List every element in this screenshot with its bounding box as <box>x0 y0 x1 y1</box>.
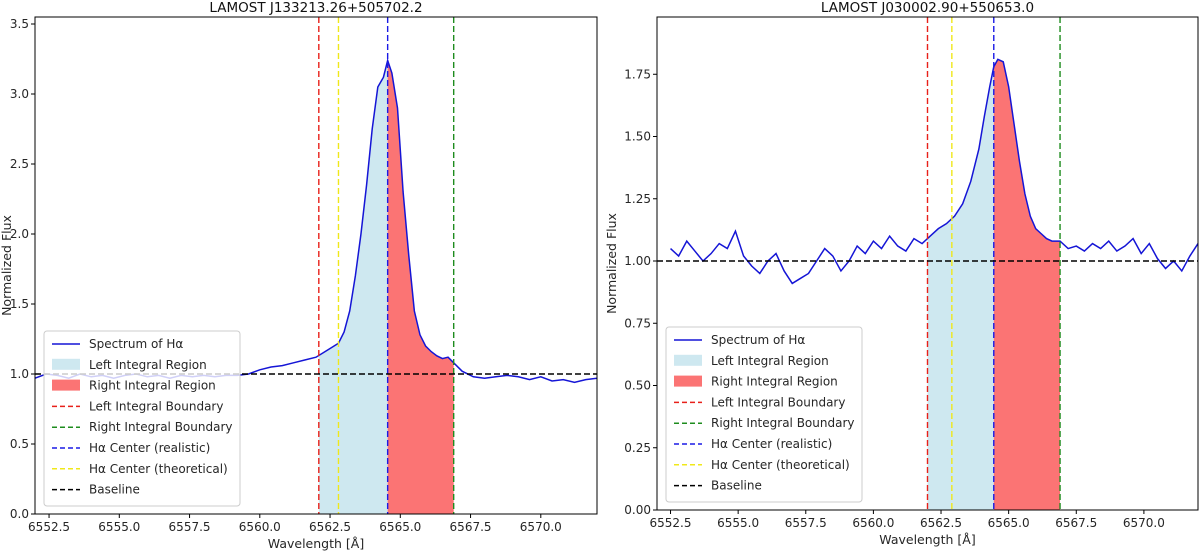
x-tick-label: 6567.5 <box>450 520 492 534</box>
legend: Spectrum of Hα Left Integral Region Right … <box>665 326 863 503</box>
left-integral-region <box>927 66 994 510</box>
legend-label: Right Integral Boundary <box>711 416 855 430</box>
legend-label: Baseline <box>711 479 762 493</box>
y-tick-label: 1.25 <box>624 192 651 206</box>
left-integral-region <box>318 60 388 514</box>
x-tick-label: 6562.5 <box>920 516 962 530</box>
x-tick-label: 6552.5 <box>28 520 70 534</box>
chart-title: LAMOST J030002.90+550653.0 <box>821 0 1034 16</box>
legend: Spectrum of Hα Left Integral Region Right … <box>43 330 241 507</box>
y-tick-label: 1.0 <box>10 367 29 381</box>
x-axis-title: Wavelength [Å] <box>268 536 364 551</box>
right-integral-region <box>993 59 1061 510</box>
y-axis-title: Normalized Flux <box>604 213 619 314</box>
y-tick-label: 1.75 <box>624 67 651 81</box>
legend-label: Left Integral Boundary <box>711 395 845 409</box>
plot-area <box>35 17 597 514</box>
legend-label: Left Integral Boundary <box>89 399 223 413</box>
y-tick-label: 1.5 <box>10 297 29 311</box>
legend-box <box>665 326 863 503</box>
y-axis-title: Normalized Flux <box>0 215 14 316</box>
y-tick-label: 3.5 <box>10 17 29 31</box>
x-tick-label: 6565.0 <box>379 520 421 534</box>
y-tick-label: 3.0 <box>10 87 29 101</box>
legend-swatch <box>674 375 702 387</box>
axes-frame <box>656 16 1199 511</box>
legend-label: Hα Center (theoretical) <box>89 462 228 476</box>
x-tick-label: 6555.0 <box>98 520 140 534</box>
legend-label: Hα Center (theoretical) <box>711 458 850 472</box>
legend-label: Spectrum of Hα <box>89 337 183 351</box>
chart-panel-2: 6552.5 6555.0 6557.5 6560.0 6562.5 6565.0 6567… <box>604 0 1199 547</box>
y-tick-label: 0.5 <box>10 437 29 451</box>
y-tick-label: 2.5 <box>10 157 29 171</box>
legend-label: Left Integral Region <box>711 354 829 368</box>
axes-frame <box>34 16 598 515</box>
x-tick-label: 6562.5 <box>309 520 351 534</box>
y-tick-label: 1.50 <box>624 130 651 144</box>
y-tick-label: 0.00 <box>624 503 651 517</box>
plot-area <box>657 17 1198 510</box>
legend-label: Left Integral Region <box>89 358 207 372</box>
legend-swatch <box>52 379 80 391</box>
legend-box <box>43 330 241 507</box>
y-tick-label: 0.50 <box>624 379 651 393</box>
legend-label: Hα Center (realistic) <box>89 441 210 455</box>
y-tick-label: 0.0 <box>10 507 29 521</box>
chart-panel-1: 6552.5 6555.0 6557.5 6560.0 6562.5 6565.0 6567… <box>0 0 598 551</box>
y-tick-label: 2.0 <box>10 227 29 241</box>
x-tick-label: 6570.0 <box>1123 516 1165 530</box>
legend-swatch <box>52 358 80 370</box>
x-tick-label: 6560.0 <box>239 520 281 534</box>
x-tick-label: 6552.5 <box>650 516 692 530</box>
x-tick-label: 6557.5 <box>169 520 211 534</box>
chart-title: LAMOST J133213.26+505702.2 <box>209 0 422 16</box>
x-tick-label: 6557.5 <box>785 516 827 530</box>
x-tick-label: 6555.0 <box>717 516 759 530</box>
legend-label: Right Integral Boundary <box>89 420 233 434</box>
x-tick-label: 6560.0 <box>852 516 894 530</box>
legend-swatch <box>674 354 702 366</box>
legend-label: Spectrum of Hα <box>711 333 805 347</box>
legend-label: Right Integral Region <box>89 379 216 393</box>
legend-label: Baseline <box>89 483 140 497</box>
y-tick-label: 0.25 <box>624 441 651 455</box>
y-tick-label: 0.75 <box>624 316 651 330</box>
x-tick-label: 6565.0 <box>988 516 1030 530</box>
spectrum-line <box>670 58 1198 285</box>
legend-label: Hα Center (realistic) <box>711 437 832 451</box>
y-tick-label: 1.00 <box>624 254 651 268</box>
x-axis-title: Wavelength [Å] <box>879 532 975 547</box>
legend-label: Right Integral Region <box>711 375 838 389</box>
x-tick-label: 6570.0 <box>520 520 562 534</box>
x-tick-label: 6567.5 <box>1055 516 1097 530</box>
right-integral-region <box>387 60 454 514</box>
